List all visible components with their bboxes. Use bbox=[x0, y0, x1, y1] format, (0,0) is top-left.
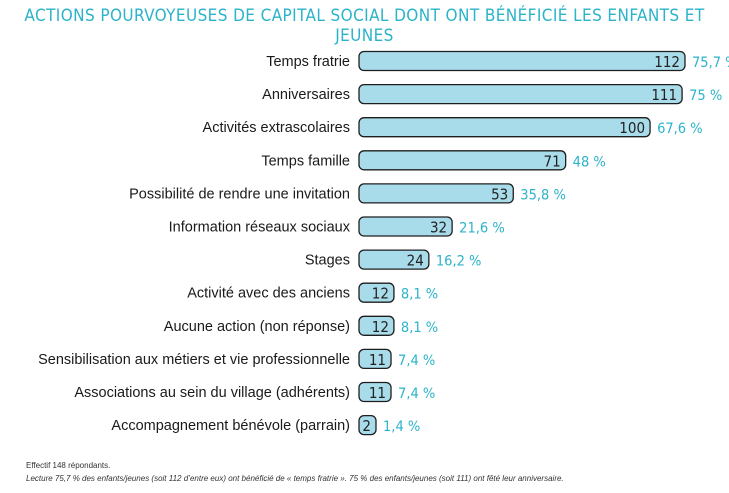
bar-value-label: 2 bbox=[362, 417, 371, 435]
footnote-lecture: Lecture 75,7 % des enfants/jeunes (soit … bbox=[26, 474, 564, 483]
bar-value-label: 12 bbox=[372, 318, 389, 336]
bar bbox=[358, 83, 683, 105]
bar bbox=[358, 315, 395, 336]
percent-label: 21,6 % bbox=[459, 221, 505, 237]
bar bbox=[358, 414, 377, 436]
percent-label: 8,1 % bbox=[401, 320, 438, 336]
percent-label: 75,7 % bbox=[692, 55, 729, 71]
category-label: Temps famille bbox=[261, 153, 350, 169]
percent-label: 8,1 % bbox=[401, 287, 438, 303]
footnote-effectif: Effectif 148 répondants. bbox=[26, 461, 111, 470]
bar bbox=[358, 249, 430, 270]
bar bbox=[358, 348, 392, 370]
percent-label: 7,4 % bbox=[398, 353, 435, 369]
bar-value-label: 112 bbox=[654, 53, 680, 71]
bar bbox=[358, 282, 395, 303]
percent-label: 16,2 % bbox=[436, 254, 482, 270]
bar-value-label: 11 bbox=[369, 351, 386, 369]
category-label: Information réseaux sociaux bbox=[169, 220, 351, 236]
bar-value-label: 12 bbox=[372, 285, 389, 303]
bar-value-label: 11 bbox=[369, 384, 386, 402]
bar-value-label: 53 bbox=[491, 185, 508, 203]
bar bbox=[358, 117, 651, 138]
percent-label: 48 % bbox=[573, 154, 606, 170]
bar-value-label: 111 bbox=[651, 86, 677, 104]
category-label: Stages bbox=[305, 253, 350, 269]
percent-label: 35,8 % bbox=[520, 187, 566, 203]
category-label: Activités extrascolaires bbox=[203, 120, 350, 136]
chart-title: ACTIONS POURVOYEUSES DE CAPITAL SOCIAL D… bbox=[24, 6, 705, 46]
percent-label: 75 % bbox=[689, 88, 722, 104]
bar bbox=[358, 381, 392, 403]
category-label: Possibilité de rendre une invitation bbox=[129, 186, 350, 202]
bar-value-label: 71 bbox=[543, 152, 560, 170]
category-label: Aucune action (non réponse) bbox=[164, 319, 350, 335]
category-label: Accompagnement bénévole (parrain) bbox=[111, 418, 350, 434]
bar-value-label: 100 bbox=[619, 119, 645, 137]
bar bbox=[358, 50, 686, 72]
category-label: Anniversaires bbox=[262, 87, 350, 103]
bar bbox=[358, 150, 567, 171]
bar bbox=[358, 216, 453, 237]
category-label: Associations au sein du village (adhéren… bbox=[74, 385, 350, 401]
percent-label: 7,4 % bbox=[398, 386, 435, 402]
bar bbox=[358, 183, 514, 204]
percent-label: 1,4 % bbox=[383, 419, 420, 435]
category-label: Sensibilisation aux métiers et vie profe… bbox=[38, 352, 350, 368]
category-label: Temps fratrie bbox=[266, 54, 350, 70]
bar-value-label: 24 bbox=[407, 252, 424, 270]
category-label: Activité avec des anciens bbox=[187, 286, 350, 302]
bar-value-label: 32 bbox=[430, 219, 447, 237]
percent-label: 67,6 % bbox=[657, 121, 703, 137]
